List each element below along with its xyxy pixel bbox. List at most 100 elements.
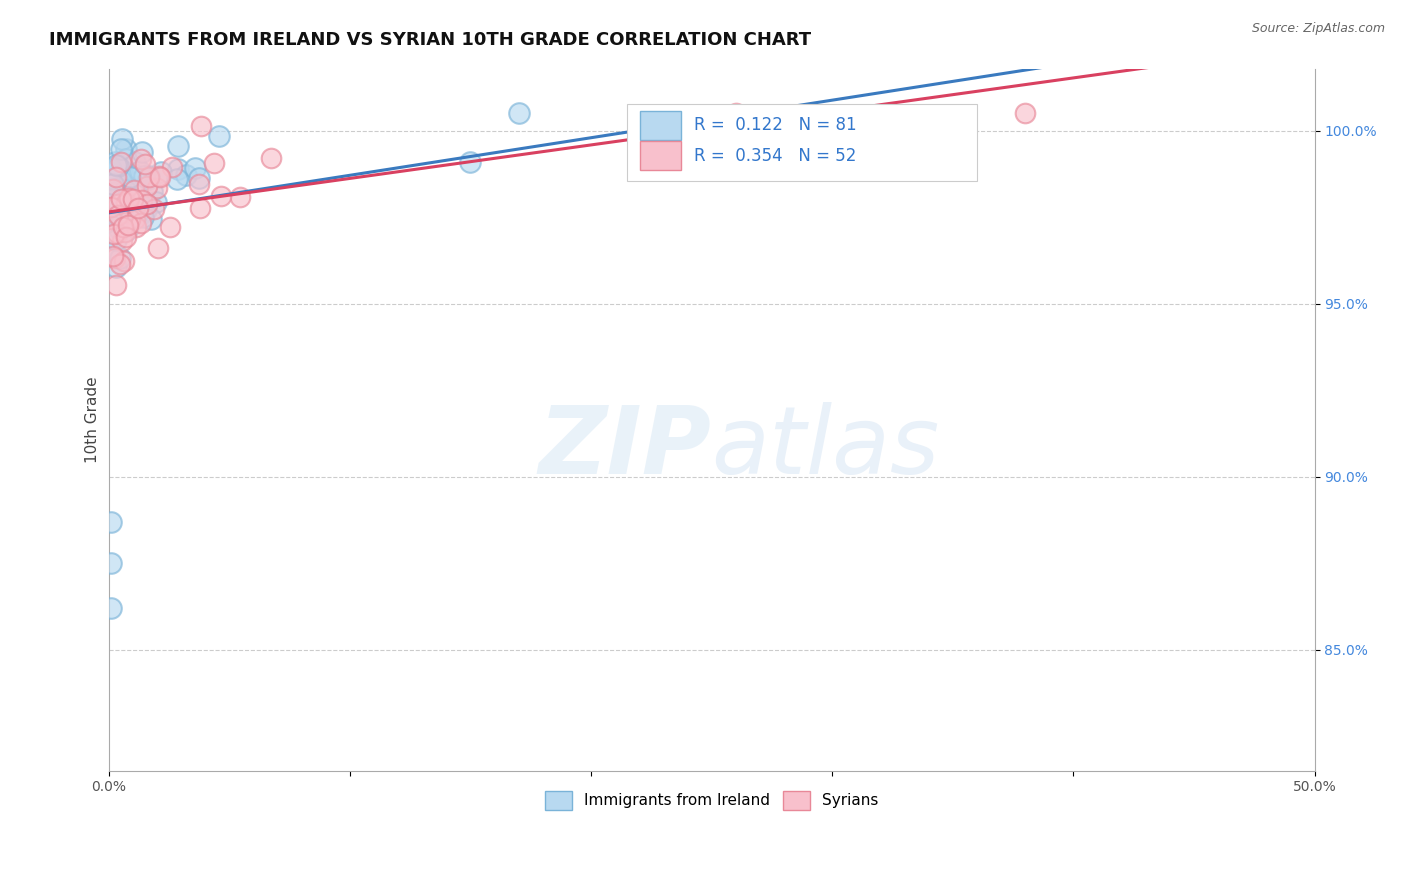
Point: [145, 195, 167, 210]
Point: [105, 278, 128, 293]
Point: [120, 211, 142, 226]
Point: [120, 170, 142, 185]
Point: [108, 202, 131, 216]
Point: [124, 199, 146, 213]
Point: [105, 226, 128, 240]
Point: [104, 158, 127, 172]
Point: [117, 222, 139, 236]
Point: [124, 154, 146, 169]
Point: [111, 217, 134, 231]
Point: [138, 169, 160, 184]
Point: [162, 161, 184, 175]
Point: [100, 187, 122, 202]
Point: [115, 178, 138, 193]
Point: [115, 153, 138, 167]
Point: [167, 161, 190, 176]
Point: [104, 252, 127, 266]
Point: [132, 210, 155, 224]
Point: [112, 218, 135, 232]
Point: [111, 131, 134, 145]
Point: [131, 145, 153, 160]
Point: [110, 143, 132, 157]
Point: [136, 197, 159, 211]
Point: [142, 202, 165, 217]
Point: [103, 172, 125, 186]
Point: [110, 211, 132, 226]
Point: [129, 198, 152, 212]
Point: [103, 227, 125, 241]
Point: [628, 126, 651, 140]
Point: [104, 233, 127, 247]
Point: [107, 208, 129, 222]
Point: [134, 195, 156, 210]
Point: [204, 156, 226, 170]
Y-axis label: 10th Grade: 10th Grade: [86, 376, 100, 463]
Point: [111, 221, 134, 235]
Point: [174, 169, 197, 183]
Point: [508, 106, 530, 120]
Text: atlas: atlas: [711, 402, 939, 493]
Point: [114, 194, 136, 208]
Point: [107, 166, 129, 180]
Point: [115, 142, 138, 156]
Point: [107, 211, 129, 225]
Point: [114, 225, 136, 239]
Point: [188, 201, 211, 215]
Point: [100, 165, 122, 179]
Point: [188, 177, 211, 191]
Point: [114, 253, 136, 268]
Point: [100, 161, 122, 176]
Point: [127, 201, 149, 215]
Point: [100, 200, 122, 214]
Point: [131, 206, 153, 220]
Point: [103, 192, 125, 206]
Point: [125, 220, 148, 235]
Point: [112, 219, 135, 234]
Point: [187, 170, 209, 185]
FancyBboxPatch shape: [627, 103, 977, 181]
Text: Source: ZipAtlas.com: Source: ZipAtlas.com: [1251, 22, 1385, 36]
Point: [100, 515, 122, 529]
Point: [184, 161, 207, 175]
Text: R =  0.122   N = 81: R = 0.122 N = 81: [693, 116, 856, 134]
Point: [1014, 106, 1036, 120]
Point: [134, 157, 156, 171]
Point: [101, 182, 124, 196]
Point: [117, 198, 139, 212]
Point: [124, 212, 146, 227]
Point: [118, 198, 141, 212]
Point: [135, 203, 157, 218]
Point: [103, 249, 125, 263]
Point: [107, 160, 129, 174]
Point: [101, 189, 124, 203]
Point: [110, 174, 132, 188]
FancyBboxPatch shape: [641, 141, 682, 170]
Point: [135, 179, 157, 194]
Point: [115, 194, 138, 208]
Point: [120, 204, 142, 219]
Point: [166, 171, 188, 186]
Point: [107, 203, 129, 218]
Point: [114, 229, 136, 244]
Point: [117, 192, 139, 206]
Point: [131, 216, 153, 230]
Point: [136, 171, 159, 186]
Point: [139, 212, 162, 227]
Point: [120, 191, 142, 205]
Point: [103, 178, 125, 192]
Point: [111, 162, 134, 177]
Point: [114, 199, 136, 213]
Point: [105, 195, 128, 210]
Point: [100, 556, 122, 570]
Point: [122, 182, 145, 196]
Point: [110, 192, 132, 206]
Point: [121, 166, 143, 180]
Point: [131, 193, 153, 207]
Point: [114, 219, 136, 233]
Point: [127, 204, 149, 219]
Point: [146, 181, 169, 195]
Point: [138, 170, 160, 185]
Point: [117, 218, 139, 232]
Point: [128, 163, 150, 178]
Point: [134, 169, 156, 183]
